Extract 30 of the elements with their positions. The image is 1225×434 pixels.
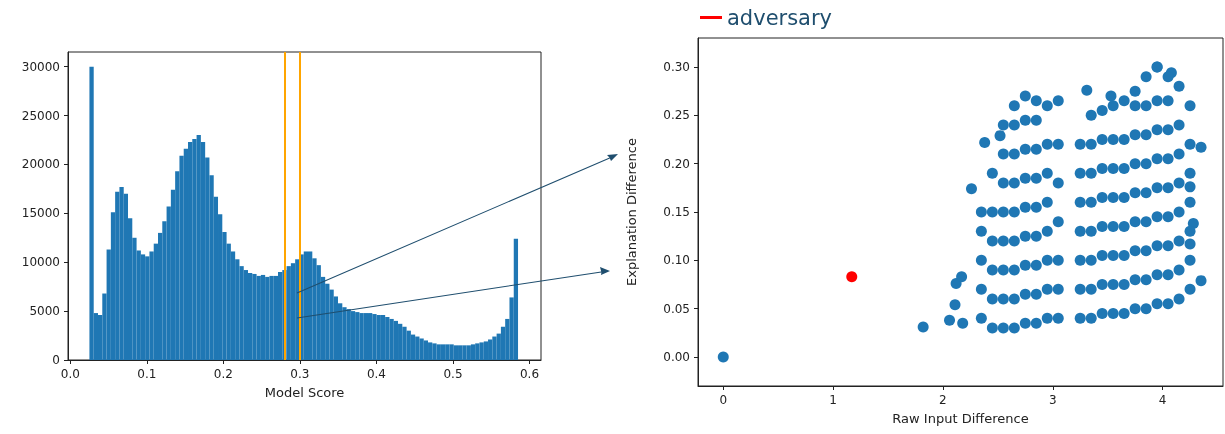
y-tick-label: 0.10	[663, 253, 690, 268]
y-tick-label: 0.20	[663, 156, 690, 171]
y-tick-label: 30000	[21, 59, 60, 74]
y-tick-label: 0.25	[663, 108, 690, 123]
y-tick-label: 0.30	[663, 60, 690, 74]
y-tick-label: 0.15	[663, 205, 690, 219]
y-tick-label: 20000	[21, 157, 60, 172]
x-tick-label: 0	[719, 393, 728, 407]
x-axis-title: Model Score	[264, 385, 345, 400]
x-tick-label: 0.6	[519, 367, 540, 381]
x-axis-title: Raw Input Difference	[892, 411, 1029, 426]
x-tick-label: 2	[939, 393, 947, 407]
y-axis-title: Explanation Difference	[624, 138, 639, 286]
x-tick-label: 0.2	[213, 367, 233, 381]
x-tick-label: 0.1	[137, 367, 157, 381]
y-tick-label: 10000	[21, 255, 60, 270]
x-tick-label: 0.4	[366, 367, 386, 381]
y-tick-label: 0	[52, 353, 60, 367]
y-tick-label: 5000	[29, 304, 60, 319]
x-tick-label: 0.0	[60, 367, 80, 381]
y-tick-label: 15000	[21, 206, 60, 221]
legend-label: adversary	[727, 5, 833, 30]
x-tick-label: 3	[1048, 393, 1057, 407]
y-tick-label: 25000	[21, 108, 60, 123]
y-tick-label: 0.00	[663, 350, 690, 364]
x-tick-label: 0.3	[290, 367, 310, 381]
y-tick-label: 0.05	[663, 301, 690, 316]
x-tick-label: 0.5	[443, 367, 463, 381]
x-tick-label: 4	[1158, 393, 1167, 407]
x-tick-label: 1	[829, 393, 837, 407]
